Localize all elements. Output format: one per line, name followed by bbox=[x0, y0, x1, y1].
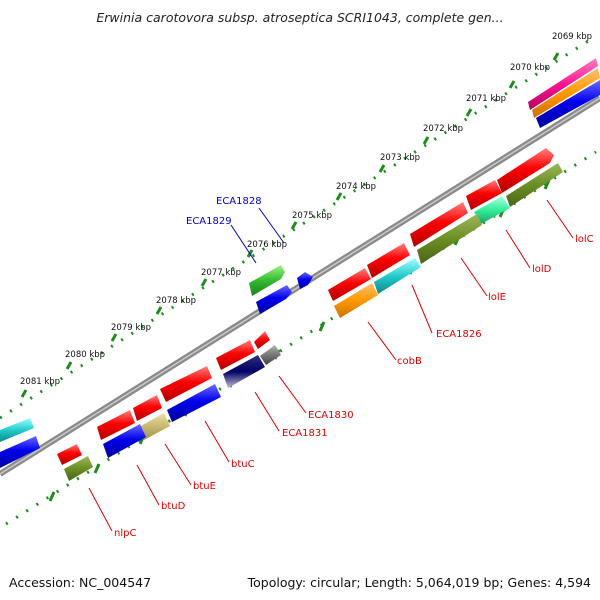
gene-label-ECA1828[interactable]: ECA1828 bbox=[216, 196, 262, 207]
gene-ECA1829-arrow[interactable] bbox=[249, 265, 285, 296]
map-title: Erwinia carotovora subsp. atroseptica SC… bbox=[96, 10, 504, 25]
gene-ECA1826-lower[interactable] bbox=[374, 258, 421, 294]
kbp-label: 2081 kbp bbox=[20, 377, 60, 387]
gene-btuC-lower[interactable] bbox=[167, 384, 221, 422]
gene-ECA1831[interactable] bbox=[216, 340, 255, 370]
gene-cobB[interactable] bbox=[328, 268, 371, 301]
gene-label-lolC[interactable]: lolC bbox=[575, 234, 594, 245]
gene-label-btuD[interactable]: btuD bbox=[161, 501, 186, 512]
topology-text: Topology: circular; Length: 5,064,019 bp… bbox=[247, 575, 591, 590]
kbp-label: 2076 kbp bbox=[247, 240, 287, 250]
kbp-label: 2075 kbp bbox=[292, 211, 332, 221]
gene-cobB-lower[interactable] bbox=[334, 283, 378, 318]
gene-label-cobB[interactable]: cobB bbox=[397, 356, 422, 367]
gene-ECA1830[interactable] bbox=[254, 331, 270, 349]
gene-label-btuE[interactable]: btuE bbox=[193, 481, 216, 492]
kbp-label: 2073 kbp bbox=[380, 153, 420, 163]
gene-label-nlpC[interactable]: nlpC bbox=[114, 528, 136, 539]
kbp-label: 2072 kbp bbox=[423, 124, 463, 134]
gene-lolD[interactable] bbox=[466, 180, 502, 210]
gene-lolD-lower[interactable] bbox=[474, 196, 510, 224]
gene-btuC[interactable] bbox=[160, 366, 212, 402]
gene-label-ECA1830[interactable]: ECA1830 bbox=[308, 410, 354, 421]
gene-lolC[interactable] bbox=[497, 148, 554, 193]
gene-label-btuC[interactable]: btuC bbox=[231, 459, 255, 470]
gene-lolE[interactable] bbox=[410, 202, 468, 247]
kbp-label: 2080 kbp bbox=[65, 350, 105, 360]
label-leaders bbox=[88, 199, 574, 532]
gene-nlpC[interactable] bbox=[57, 444, 82, 465]
kbp-label: 2070 kbp bbox=[510, 63, 550, 73]
gene-labels: lolC lolD lolE ECA1826 cobB ECA1828 ECA1… bbox=[114, 196, 594, 539]
stripe-features-left bbox=[0, 418, 40, 468]
kbp-label: 2069 kbp bbox=[552, 32, 592, 42]
inner-tick-track bbox=[5, 150, 597, 526]
kbp-label: 2078 kbp bbox=[156, 296, 196, 306]
gene-ECA1831-lower[interactable] bbox=[223, 355, 265, 388]
stripe-features-top-right bbox=[528, 58, 600, 128]
kbp-label: 2074 kbp bbox=[336, 182, 376, 192]
gene-btuD-lower[interactable] bbox=[103, 424, 146, 458]
gene-label-lolD[interactable]: lolD bbox=[532, 264, 552, 275]
outer-tick-track bbox=[0, 34, 597, 420]
gene-ECA1830-lower[interactable] bbox=[260, 345, 281, 365]
kbp-label: 2077 kbp bbox=[201, 268, 241, 278]
gene-lolE-lower[interactable] bbox=[417, 214, 482, 264]
kbp-label: 2071 kbp bbox=[466, 94, 506, 104]
plus-strand-genes bbox=[249, 265, 313, 314]
gene-btuE-lower[interactable] bbox=[139, 413, 170, 440]
gene-btuE[interactable] bbox=[133, 395, 162, 421]
gene-btuD[interactable] bbox=[97, 410, 135, 440]
kbp-label: 2079 kbp bbox=[111, 323, 151, 333]
minus-strand-genes bbox=[57, 148, 563, 481]
kbp-labels: 2069 kbp 2070 kbp 2071 kbp 2072 kbp 2073… bbox=[20, 32, 592, 387]
gene-lolC-lower[interactable] bbox=[506, 163, 563, 207]
gene-label-ECA1829[interactable]: ECA1829 bbox=[186, 216, 232, 227]
gene-label-ECA1826[interactable]: ECA1826 bbox=[436, 329, 482, 340]
gene-nlpC-lower[interactable] bbox=[64, 456, 93, 481]
gene-label-lolE[interactable]: lolE bbox=[488, 292, 506, 303]
gene-ECA1829-lower[interactable] bbox=[256, 285, 292, 314]
gene-label-ECA1831[interactable]: ECA1831 bbox=[282, 428, 328, 439]
gene-ECA1828-arrow[interactable] bbox=[297, 272, 313, 289]
gene-ECA1826[interactable] bbox=[367, 243, 410, 278]
accession-text: Accession: NC_004547 bbox=[9, 575, 152, 590]
